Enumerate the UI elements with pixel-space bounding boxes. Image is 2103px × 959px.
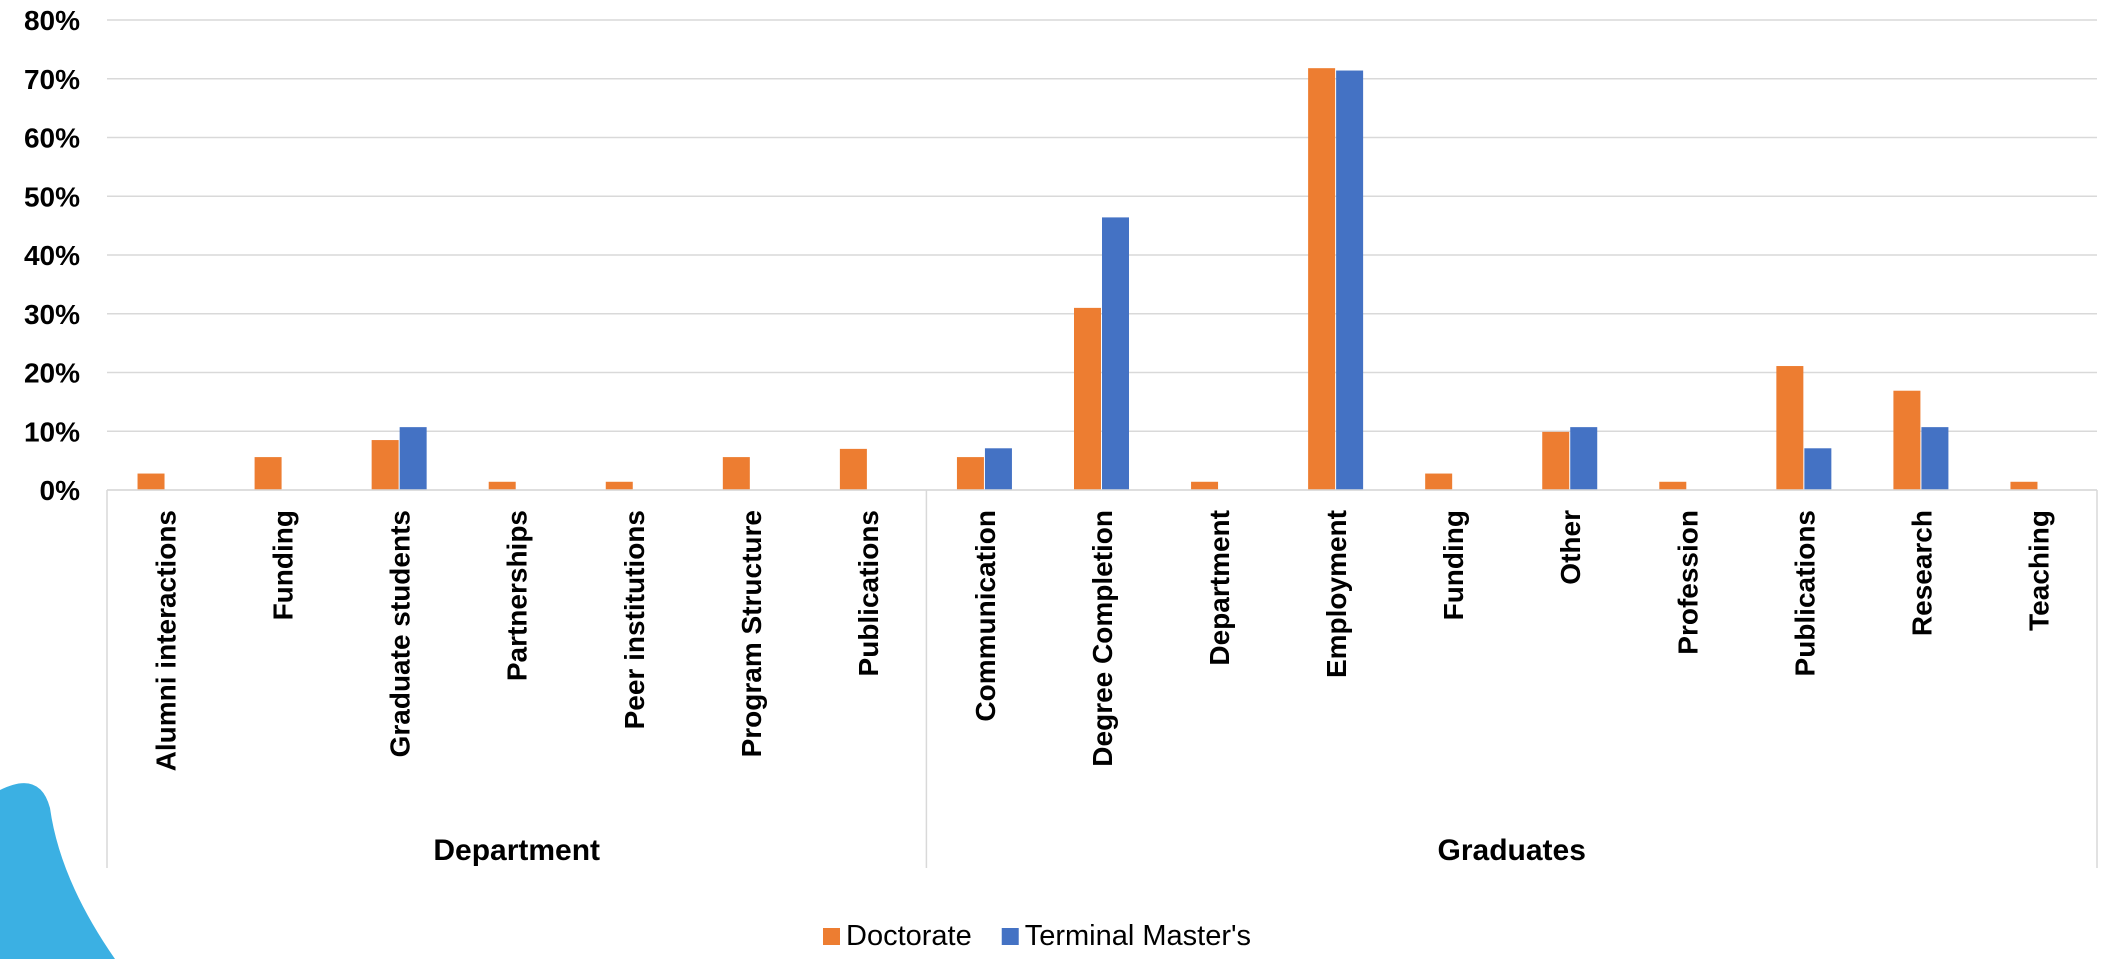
y-tick-label: 30% [24,299,80,330]
x-tick-label-department-graduate-students: Graduate students [385,510,416,757]
bar-doctorate-degree-completion [1074,307,1101,490]
bar-doctorate-other [1542,431,1570,490]
bar-doctorate-publications [839,448,867,490]
y-tick-label: 0% [40,475,81,506]
y-tick-label: 50% [24,181,80,212]
x-tick-label-graduates-department: Department [1204,510,1235,666]
y-tick-label: 60% [24,123,80,154]
bar-doctorate-funding [254,457,282,490]
y-tick-label: 20% [24,358,80,389]
y-tick-label: 70% [24,64,80,95]
legend-swatch-terminal-master-s [1001,928,1019,945]
x-tick-label-department-publications: Publications [853,510,884,676]
x-tick-label-graduates-degree-completion: Degree Completion [1087,510,1118,767]
x-tick-label-department-alumni-interactions: Alumni interactions [151,510,182,771]
x-tick-label-graduates-research: Research [1906,510,1937,636]
legend-label-doctorate: Doctorate [846,920,972,952]
bar-terminal-master-s-research [1921,427,1949,490]
bar-terminal-master-s-employment [1336,70,1364,491]
x-axis-category-labels: Alumni interactions Funding Graduate stude… [151,510,2055,771]
group-label-department: Department [433,834,600,867]
bar-doctorate-research [1893,390,1921,490]
x-tick-label-graduates-employment: Employment [1321,510,1352,678]
bar-doctorate-graduate-students [371,440,399,490]
y-tick-label: 40% [24,240,80,271]
x-tick-label-graduates-profession: Profession [1672,510,1703,655]
x-tick-label-graduates-funding: Funding [1438,510,1469,620]
x-tick-label-graduates-communication: Communication [970,510,1001,722]
bar-doctorate-teaching [2010,481,2038,490]
bar-doctorate-communication [956,457,984,490]
x-tick-label-department-peer-institutions: Peer institutions [619,510,650,729]
decorative-blue-corner [0,783,115,959]
bar-terminal-master-s-graduate-students [399,427,427,490]
bar-doctorate-profession [1659,481,1687,490]
legend-label-terminal-master-s: Terminal Master's [1025,920,1251,952]
bar-terminal-master-s-publications [1804,448,1832,490]
axes [106,489,2098,868]
bars [137,68,2038,491]
group-label-graduates: Graduates [1438,834,1586,867]
legend-swatch-doctorate [823,928,840,945]
x-tick-label-graduates-teaching: Teaching [2023,510,2054,631]
x-tick-label-department-funding: Funding [268,510,299,620]
bar-doctorate-department [1191,481,1219,490]
bar-terminal-master-s-communication [984,448,1012,490]
bar-doctorate-publications [1776,366,1804,490]
bar-doctorate-funding [1425,473,1453,490]
x-tick-label-graduates-publications: Publications [1789,510,1820,676]
y-tick-label: 80% [24,5,80,36]
x-axis-group-labels: Department Graduates [433,834,1586,867]
bar-doctorate-employment [1308,68,1336,491]
bar-terminal-master-s-other [1570,427,1598,490]
x-tick-label-department-partnerships: Partnerships [502,510,533,681]
bar-doctorate-alumni-interactions [137,473,165,490]
legend: Doctorate Terminal Master's [823,920,1251,952]
bar-doctorate-peer-institutions [605,481,633,490]
y-axis-ticks: 0% 10% 20% 30% 40% 50% 60% 70% 80% [24,5,80,506]
x-tick-label-graduates-other: Other [1555,510,1586,585]
x-tick-label-department-program-structure: Program Structure [736,510,767,757]
y-tick-label: 10% [24,416,80,447]
bar-doctorate-program-structure [722,457,750,490]
bar-doctorate-partnerships [488,481,516,490]
bar-terminal-master-s-degree-completion [1102,217,1129,490]
